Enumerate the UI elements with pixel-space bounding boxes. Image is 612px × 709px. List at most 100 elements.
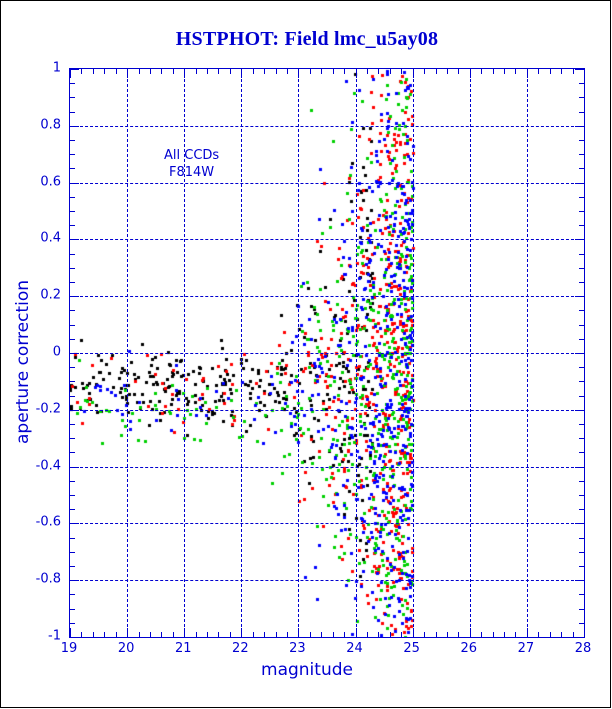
- x-tick-minor: [561, 632, 563, 637]
- y-tick-major: [70, 466, 79, 468]
- x-tick-minor: [424, 69, 426, 74]
- x-tick-minor: [446, 69, 448, 74]
- x-tick-minor: [172, 632, 174, 637]
- y-tick-minor: [70, 97, 75, 99]
- x-tick-minor: [504, 69, 506, 74]
- x-tick-minor: [207, 69, 209, 74]
- y-tick-minor: [70, 395, 75, 397]
- x-tick-minor: [92, 69, 94, 74]
- x-tick-major: [241, 69, 243, 78]
- y-tick-minor: [579, 594, 584, 596]
- y-tick-minor: [70, 367, 75, 369]
- y-tick-minor: [70, 267, 75, 269]
- y-tick-minor: [579, 111, 584, 113]
- y-tick-major: [575, 466, 584, 468]
- y-tick-label: -0.6: [35, 514, 61, 530]
- x-tick-minor: [287, 69, 289, 74]
- y-tick-minor: [579, 97, 584, 99]
- y-tick-major: [575, 353, 584, 354]
- y-tick-major: [70, 409, 79, 411]
- hgrid-line: [70, 409, 584, 411]
- x-tick-minor: [195, 69, 197, 74]
- x-tick-minor: [218, 69, 220, 74]
- x-tick-minor: [229, 632, 231, 637]
- y-tick-minor: [70, 225, 75, 227]
- y-tick-label: -1: [48, 628, 61, 644]
- y-tick-minor: [70, 452, 75, 454]
- x-tick-major: [241, 628, 243, 637]
- y-tick-minor: [579, 395, 584, 397]
- x-tick-minor: [446, 632, 448, 637]
- x-tick-label: 28: [574, 641, 592, 656]
- y-tick-major: [575, 296, 584, 298]
- x-tick-minor: [229, 69, 231, 74]
- y-tick-label: 0.2: [40, 287, 61, 303]
- y-axis-title: aperture correction: [13, 280, 33, 444]
- y-tick-label: 0.4: [40, 230, 61, 246]
- y-tick-minor: [579, 622, 584, 624]
- x-tick-minor: [161, 69, 163, 74]
- x-tick-minor: [515, 69, 517, 74]
- x-tick-minor: [275, 69, 277, 74]
- x-tick-minor: [435, 69, 437, 74]
- x-tick-major: [127, 628, 129, 637]
- y-tick-minor: [579, 452, 584, 454]
- y-tick-minor: [579, 140, 584, 141]
- y-tick-minor: [579, 338, 584, 340]
- x-tick-minor: [321, 632, 323, 637]
- x-tick-minor: [115, 632, 117, 637]
- y-tick-minor: [70, 111, 75, 113]
- y-tick-minor: [579, 282, 584, 283]
- x-tick-minor: [549, 69, 551, 74]
- x-tick-minor: [81, 69, 83, 74]
- y-tick-major: [70, 125, 79, 127]
- x-tick-minor: [481, 69, 483, 74]
- y-tick-minor: [579, 424, 584, 425]
- x-tick-minor: [572, 632, 574, 637]
- y-tick-minor: [70, 338, 75, 340]
- x-tick-minor: [549, 632, 551, 637]
- x-tick-minor: [92, 632, 94, 637]
- x-tick-major: [584, 628, 585, 637]
- x-tick-label: 20: [117, 641, 135, 656]
- x-tick-minor: [104, 632, 106, 637]
- x-tick-major: [184, 628, 186, 637]
- x-tick-minor: [424, 632, 426, 637]
- x-tick-major: [526, 69, 528, 78]
- x-tick-minor: [321, 69, 323, 74]
- y-tick-minor: [579, 495, 584, 496]
- x-tick-minor: [172, 69, 174, 74]
- x-tick-major: [469, 628, 471, 637]
- x-tick-minor: [252, 69, 254, 74]
- x-tick-label: 25: [403, 641, 420, 656]
- y-tick-minor: [70, 381, 75, 383]
- y-tick-label: -0.2: [35, 401, 61, 417]
- y-tick-minor: [579, 509, 584, 511]
- y-tick-minor: [70, 154, 75, 156]
- y-tick-label: -0.8: [35, 571, 61, 587]
- y-tick-minor: [70, 594, 75, 596]
- y-tick-major: [70, 69, 79, 70]
- y-tick-minor: [70, 211, 75, 212]
- x-tick-label: 24: [346, 641, 363, 656]
- y-tick-minor: [70, 253, 75, 255]
- y-tick-major: [70, 523, 79, 525]
- y-tick-minor: [70, 282, 75, 283]
- x-tick-minor: [378, 69, 380, 74]
- x-tick-minor: [561, 69, 563, 74]
- y-tick-minor: [70, 509, 75, 511]
- y-tick-major: [70, 182, 79, 184]
- x-tick-minor: [458, 69, 460, 74]
- y-tick-minor: [579, 480, 584, 482]
- y-tick-minor: [70, 424, 75, 425]
- x-tick-major: [298, 628, 300, 637]
- y-tick-label: 0.8: [40, 117, 61, 133]
- y-tick-minor: [70, 608, 75, 610]
- x-tick-minor: [264, 632, 266, 637]
- x-tick-minor: [149, 632, 151, 637]
- x-tick-minor: [218, 632, 220, 637]
- y-tick-major: [575, 69, 584, 70]
- x-tick-minor: [378, 632, 380, 637]
- y-tick-minor: [70, 140, 75, 141]
